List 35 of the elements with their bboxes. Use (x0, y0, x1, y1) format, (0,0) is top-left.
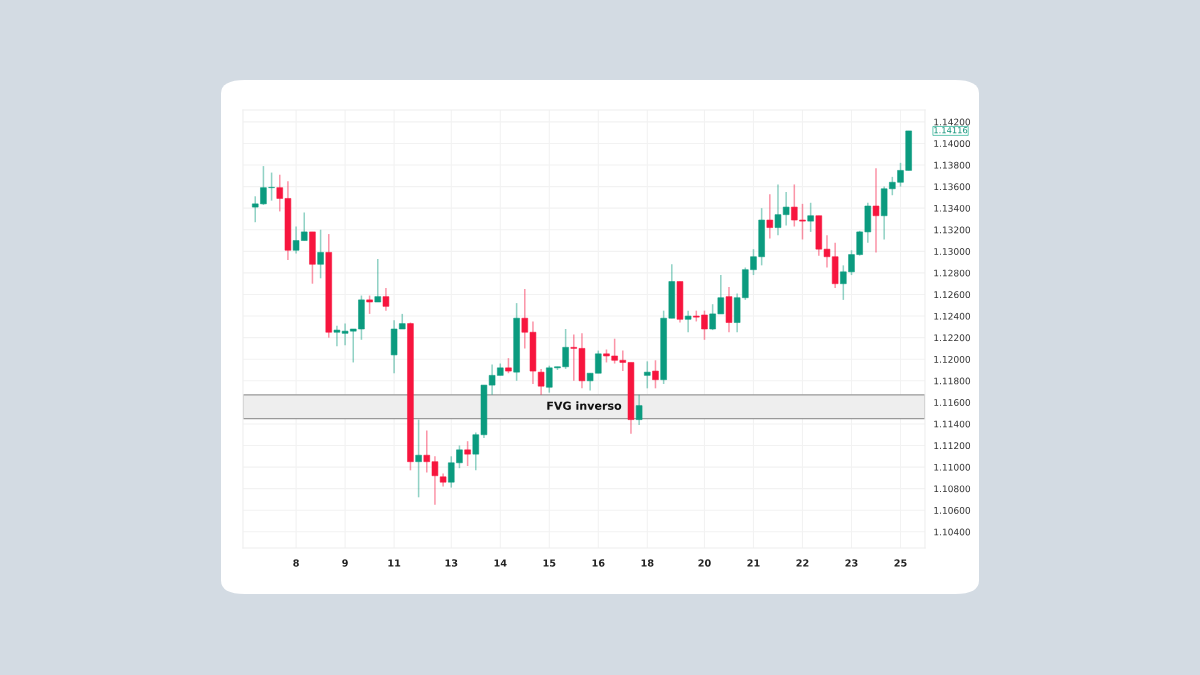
text: 1.14116 (934, 127, 968, 134)
y-tick-label: 1.13800 (934, 161, 971, 169)
y-tick-label: 1.12200 (934, 334, 971, 342)
x-tick-label: 22 (796, 559, 809, 567)
y-tick-label: 1.10800 (934, 485, 971, 493)
x-tick-label: 20 (698, 559, 711, 567)
x-tick-label: 25 (894, 559, 907, 567)
y-tick-label: 1.12400 (934, 312, 971, 320)
y-tick-label: 1.12600 (934, 291, 971, 299)
y-tick-label: 1.11200 (934, 442, 971, 450)
y-tick-label: 1.13600 (934, 183, 971, 191)
y-tick-label: 1.11600 (934, 399, 971, 406)
x-tick-label: 13 (445, 559, 458, 567)
x-tick-label: 8 (293, 559, 299, 567)
y-tick-label: 1.11400 (934, 420, 971, 428)
x-tick-label: 23 (845, 559, 858, 567)
y-tick-label: 1.10600 (934, 506, 971, 514)
y-tick-label: 1.13200 (934, 226, 971, 234)
y-tick-label: 1.14000 (934, 140, 971, 147)
y-tick-label: 1.13000 (934, 248, 971, 255)
x-tick-label: 21 (747, 559, 760, 567)
x-tick-label: 15 (543, 559, 556, 567)
y-tick-label: 1.12800 (934, 269, 971, 277)
y-tick-label: 1.10400 (934, 528, 971, 536)
y-tick-label: 1.12000 (934, 355, 971, 363)
x-tick-label: 16 (592, 559, 605, 567)
y-tick-label: 1.11000 (934, 463, 971, 471)
y-tick-label: 1.11800 (934, 377, 971, 385)
band-label: FVG inverso (547, 401, 622, 410)
y-tick-label: 1.13400 (934, 204, 971, 212)
x-tick-label: 11 (388, 559, 401, 567)
x-tick-label: 14 (494, 559, 507, 567)
x-tick-label: 18 (641, 559, 654, 567)
x-tick-label: 9 (342, 559, 348, 567)
y-tick-label: 1.14200 (934, 118, 971, 126)
